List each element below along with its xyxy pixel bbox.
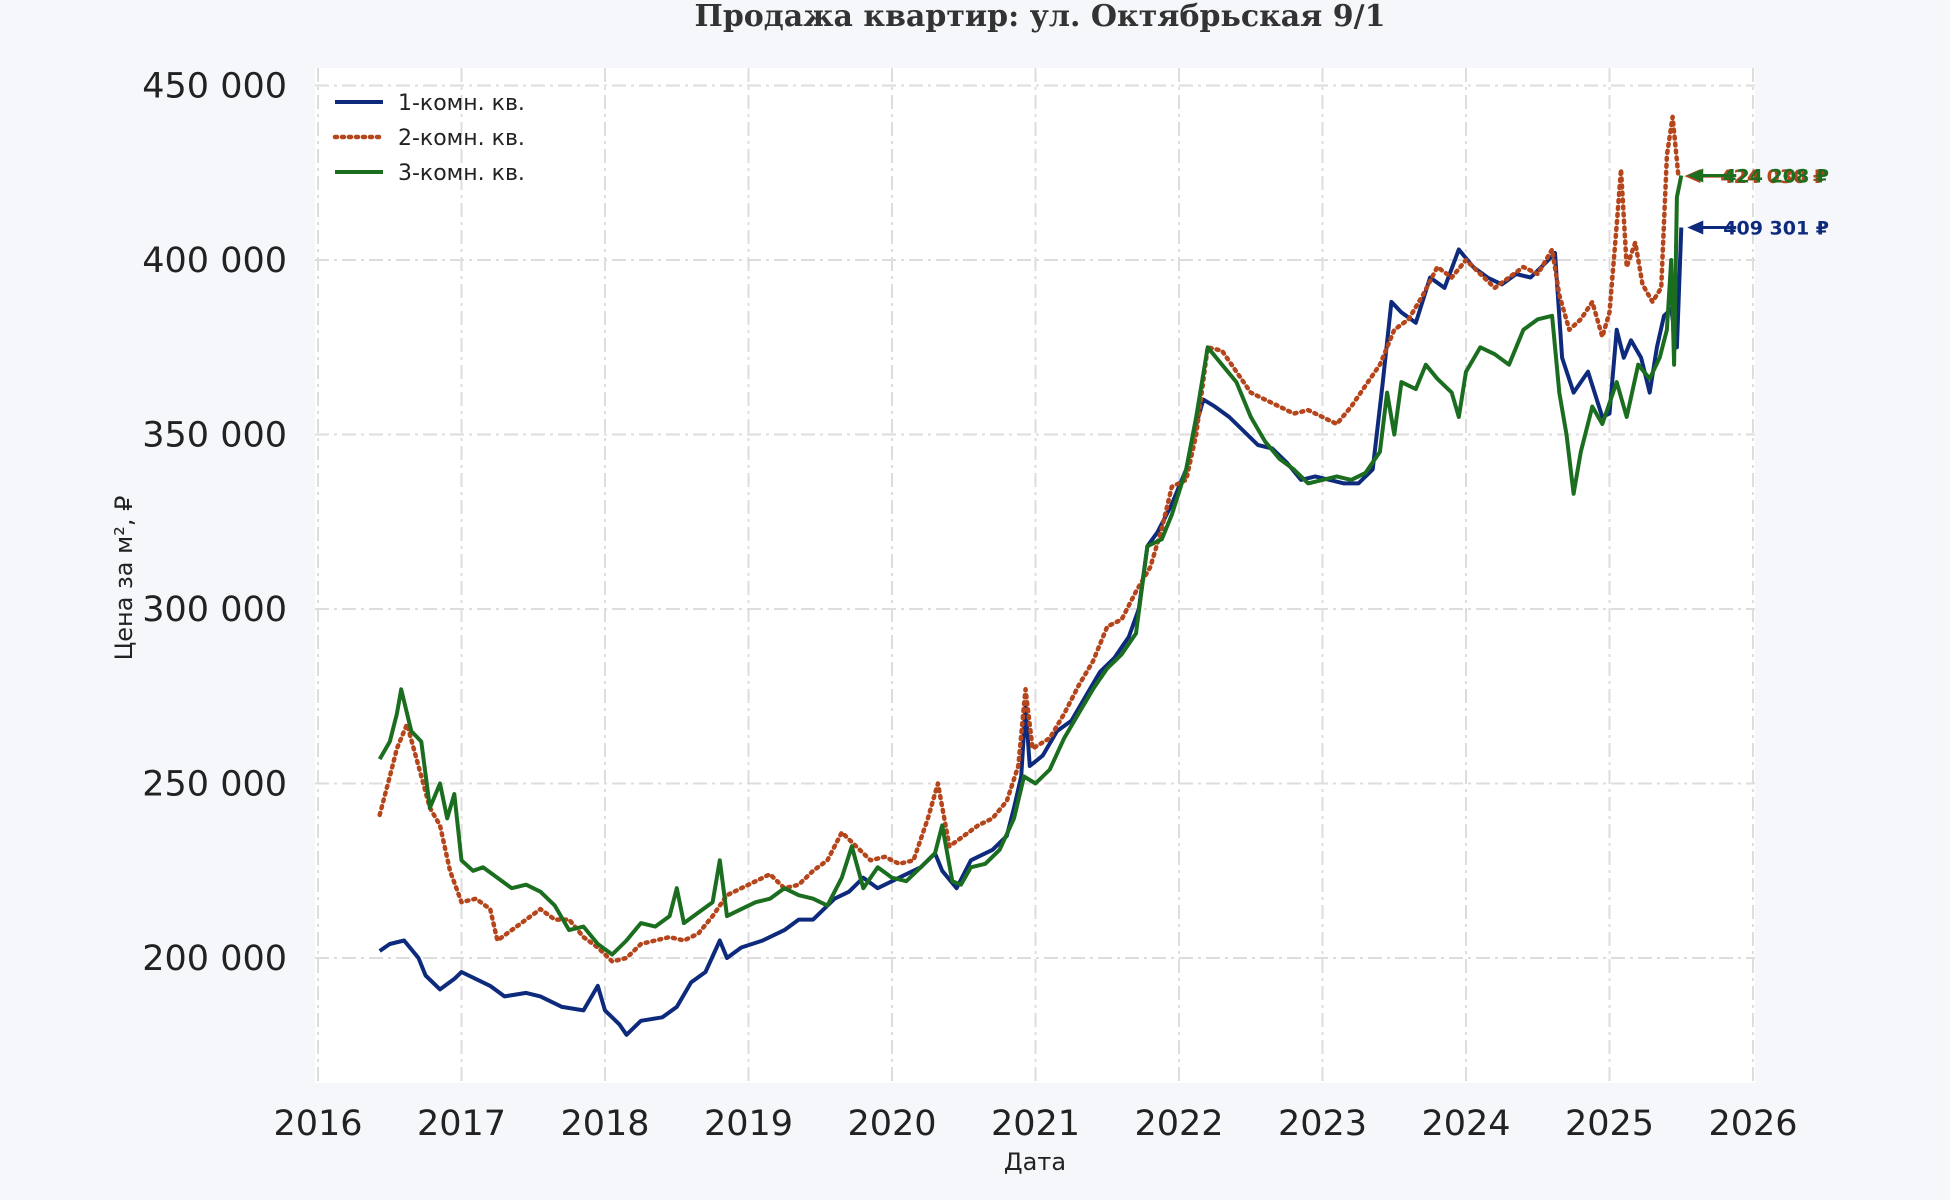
legend-label-3: 3-комн. кв. [398,161,525,186]
y-tick-label-200000: 200 000 [142,939,287,979]
series-lines [377,114,1684,1037]
y-tick-label-450000: 450 000 [142,67,287,107]
end-value-label-1: 409 301 ₽ [1723,218,1829,240]
x-axis-ticks: 2016 2017 2018 2019 2020 2021 2022 2023 2024 2025… [273,1104,1797,1144]
x-axis-label: Дата [1004,1148,1066,1176]
y-tick-label-400000: 400 000 [142,241,287,281]
x-tick-label-2017: 2017 [417,1104,506,1144]
y-axis-label: Цена за м², ₽ [110,496,138,661]
y-tick-label-250000: 250 000 [142,765,287,805]
end-arrow-head-1 [1687,220,1704,235]
end-value-label-2: 424 030 ₽ [1720,166,1826,188]
chart-title: Продажа квартир: ул. Октябрьская 9/1 [694,0,1385,34]
x-tick-label-2016: 2016 [273,1104,362,1144]
y-axis-ticks: 200 000 250 000 300 000 350 000 400 000 450 0… [142,67,287,980]
legend-label-2: 2-комн. кв. [398,126,525,151]
grid [315,68,1755,1083]
series-line-3 [377,175,1684,957]
x-tick-label-2022: 2022 [1134,1104,1223,1144]
legend-label-1: 1-комн. кв. [398,91,525,116]
end-markers: 409 301 ₽ 424 030 ₽424 208 ₽ [1684,166,1829,240]
legend: 1-комн. кв. 2-комн. кв. 3-комн. кв. [332,91,525,186]
x-tick-label-2023: 2023 [1278,1104,1367,1144]
x-tick-label-2024: 2024 [1421,1104,1510,1144]
x-tick-label-2026: 2026 [1708,1104,1797,1144]
series-line-2 [377,114,1681,964]
x-tick-label-2025: 2025 [1565,1104,1654,1144]
x-tick-label-2020: 2020 [847,1104,936,1144]
x-tick-label-2018: 2018 [560,1104,649,1144]
x-tick-label-2021: 2021 [991,1104,1080,1144]
end-value-label-3: 424 208 ₽ [1723,166,1829,188]
y-tick-label-300000: 300 000 [142,590,287,630]
series-line-1 [378,227,1684,1037]
end-arrow-head-3 [1687,168,1704,183]
y-tick-label-350000: 350 000 [142,416,287,456]
x-tick-label-2019: 2019 [704,1104,793,1144]
